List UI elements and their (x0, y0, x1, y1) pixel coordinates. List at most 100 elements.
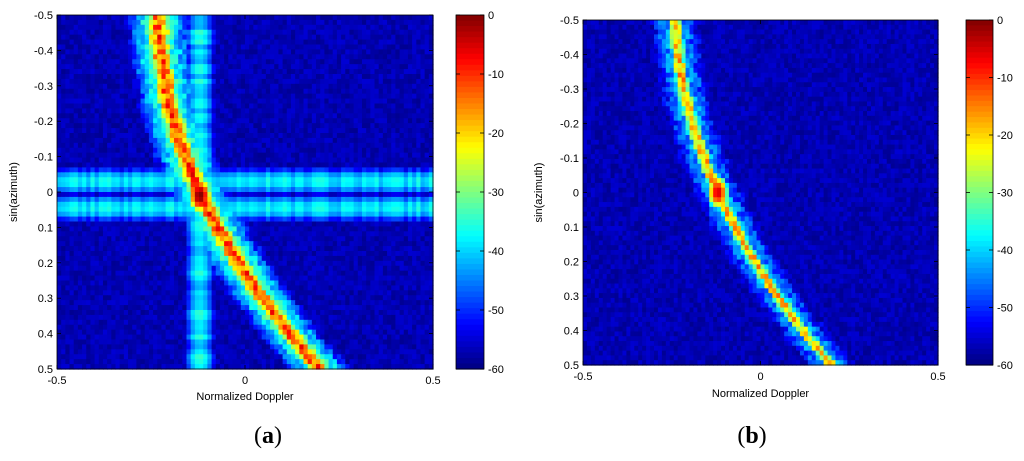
heatmap-cell (274, 157, 280, 164)
heatmap-cell (136, 49, 142, 55)
heatmap-cell (144, 39, 150, 46)
heatmap-cell (316, 196, 321, 203)
heatmap-cell (428, 15, 434, 21)
heatmap-cell (245, 39, 250, 46)
heatmap-cell (203, 241, 208, 247)
heatmap-cell (320, 128, 325, 134)
heatmap-cell (182, 118, 188, 124)
heatmap-cell (316, 265, 321, 272)
heatmap-cell (370, 78, 376, 85)
heatmap-cell (98, 54, 104, 60)
heatmap-cell (140, 196, 146, 203)
heatmap-cell (228, 44, 234, 51)
heatmap-cell (428, 24, 434, 31)
heatmap-cell (353, 19, 359, 26)
heatmap-cell (428, 255, 434, 262)
heatmap-cell (236, 39, 242, 46)
heatmap-cell (336, 108, 342, 114)
heatmap-cell (203, 280, 208, 287)
heatmap-cell (169, 19, 175, 26)
heatmap-cell (420, 157, 426, 164)
heatmap-cell (261, 206, 267, 213)
heatmap-cell (395, 236, 401, 242)
heatmap-cell (378, 206, 384, 213)
heatmap-cell (245, 157, 250, 164)
heatmap-cell (366, 241, 371, 247)
heatmap-cell (211, 29, 217, 36)
heatmap-cell (374, 246, 380, 252)
heatmap-cell (357, 24, 363, 31)
heatmap-cell (395, 265, 401, 272)
heatmap-cell (215, 177, 221, 183)
heatmap-cell (236, 98, 242, 105)
heatmap-cell (316, 15, 321, 21)
heatmap-cell (186, 74, 192, 80)
heatmap-cell (157, 59, 163, 65)
heatmap-cell (182, 157, 188, 164)
heatmap-cell (203, 15, 208, 21)
heatmap-cell (253, 275, 259, 282)
heatmap-cell (219, 29, 225, 36)
heatmap-cell (420, 196, 426, 203)
heatmap-cell (102, 19, 108, 26)
heatmap-cell (73, 265, 79, 272)
heatmap-cell (128, 152, 133, 159)
heatmap-cell (194, 44, 200, 51)
heatmap-cell (65, 19, 71, 26)
heatmap-cell (357, 98, 363, 105)
heatmap-cell (361, 49, 367, 55)
heatmap-cell (403, 15, 409, 21)
heatmap-cell (115, 15, 121, 21)
heatmap-cell (86, 187, 92, 193)
heatmap-cell (257, 177, 263, 183)
heatmap-cell (428, 221, 434, 228)
heatmap-cell (194, 270, 200, 277)
heatmap-cell (395, 19, 401, 26)
heatmap-cell (378, 44, 384, 51)
heatmap-cell (249, 260, 254, 267)
heatmap-cell (299, 201, 305, 208)
heatmap-cell (111, 172, 117, 178)
heatmap-cell (211, 98, 217, 105)
heatmap-cell (420, 270, 426, 277)
heatmap-cell (307, 216, 313, 223)
heatmap-cell (153, 172, 158, 178)
heatmap-cell (86, 49, 92, 55)
heatmap-cell (186, 157, 192, 164)
heatmap-cell (86, 103, 92, 110)
heatmap-cell (77, 182, 83, 188)
heatmap-cell (382, 192, 388, 198)
heatmap-cell (111, 69, 117, 75)
heatmap-cell (232, 211, 238, 218)
heatmap-cell (391, 29, 396, 36)
heatmap-cell (115, 226, 121, 232)
heatmap-cell (57, 251, 62, 257)
heatmap-cell (353, 64, 359, 70)
heatmap-cell (161, 285, 167, 291)
heatmap-cell (153, 19, 158, 26)
heatmap-cell (232, 103, 238, 110)
heatmap-cell (107, 167, 112, 173)
heatmap-cell (148, 241, 154, 247)
heatmap-cell (399, 246, 405, 252)
heatmap-cell (316, 113, 321, 119)
heatmap-cell (303, 98, 309, 105)
heatmap-cell (261, 78, 267, 85)
heatmap-cell (161, 241, 167, 247)
heatmap-cell (219, 118, 225, 124)
heatmap-cell (203, 19, 208, 26)
heatmap-cell (123, 24, 129, 31)
heatmap-cell (65, 182, 71, 188)
heatmap-cell (270, 64, 275, 70)
heatmap-cell (128, 206, 133, 213)
heatmap-cell (102, 260, 108, 267)
heatmap-cell (94, 44, 100, 51)
heatmap-cell (370, 29, 376, 36)
heatmap-cell (299, 24, 305, 31)
heatmap-cell (65, 74, 71, 80)
heatmap-cell (94, 34, 100, 41)
heatmap-cell (303, 88, 309, 95)
heatmap-cell (236, 44, 242, 51)
heatmap-cell (102, 236, 108, 242)
heatmap-cell (378, 226, 384, 232)
